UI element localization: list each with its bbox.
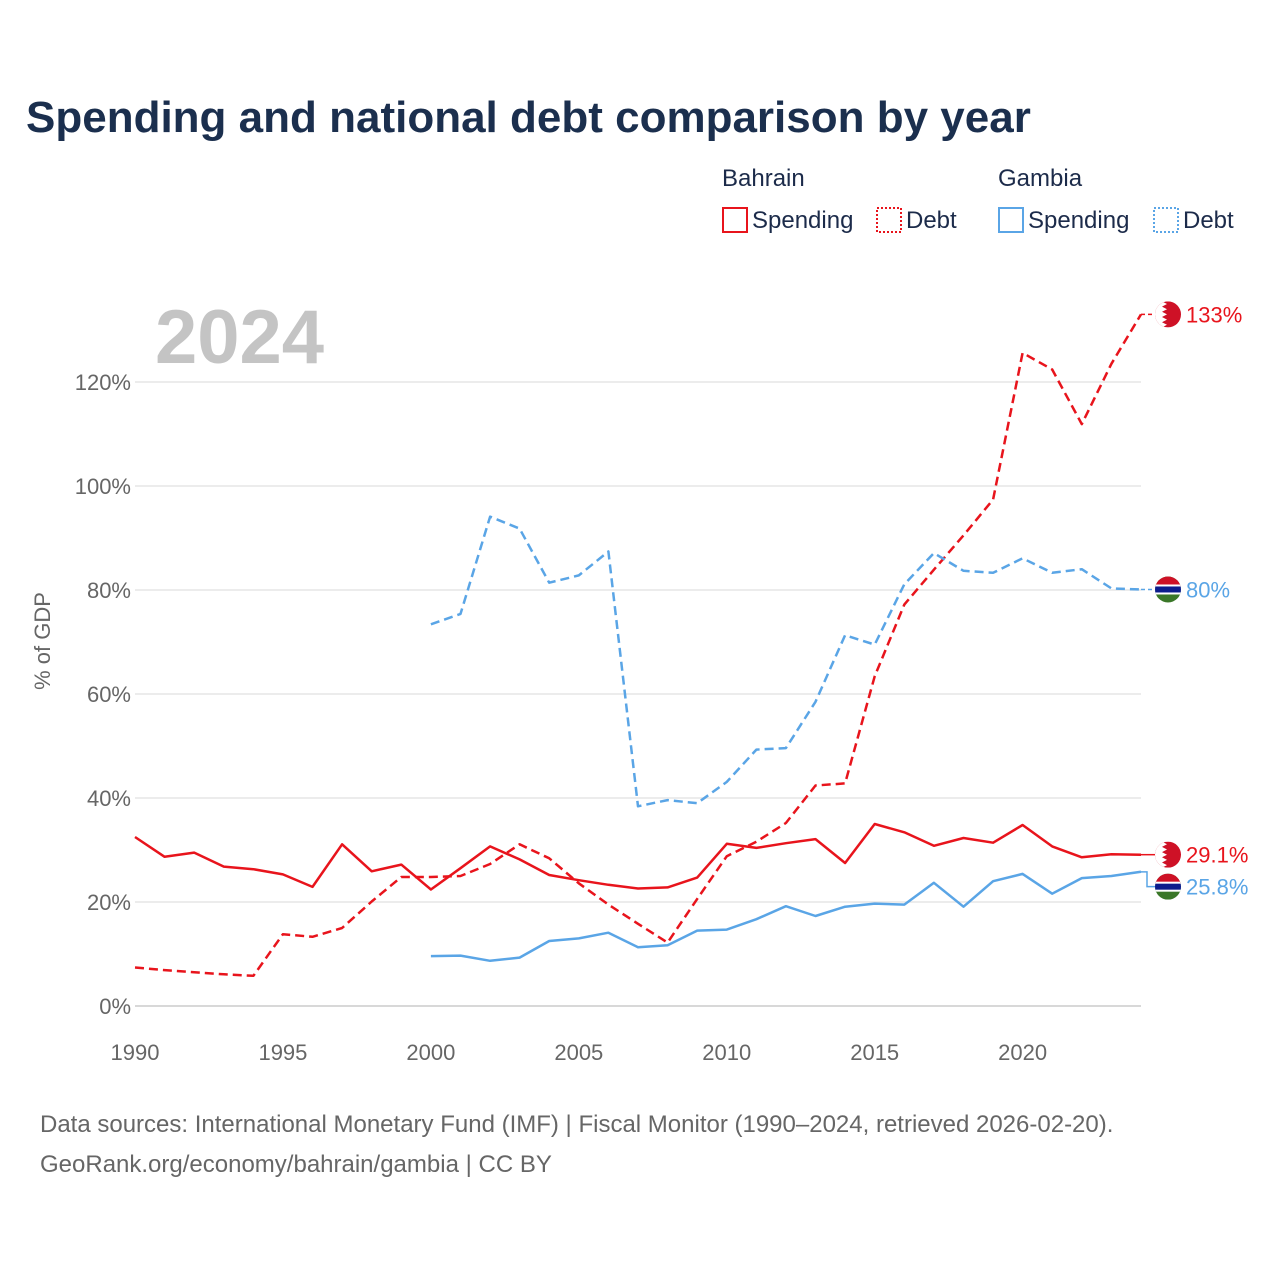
year-watermark: 2024 — [155, 295, 324, 380]
legend-label-gambia-spending: Spending — [1028, 207, 1129, 234]
y-tick-label: 120% — [75, 370, 131, 395]
legend-group-bahrain: Bahrain — [722, 165, 805, 192]
series-line-bahrain-spending — [134, 822, 1142, 891]
end-value-label: 133% — [1186, 302, 1242, 327]
y-tick-label: 80% — [87, 578, 131, 603]
gambia-flag-icon — [1155, 873, 1181, 900]
series-line-gambia-spending — [430, 870, 1142, 963]
legend-group-gambia: Gambia — [998, 165, 1083, 192]
bahrain-flag-icon — [1155, 301, 1181, 328]
legend-label-bahrain-spending: Spending — [752, 207, 853, 234]
x-tick-label: 1995 — [258, 1040, 307, 1065]
gridlines — [135, 381, 1141, 1007]
x-ticks: 1990 1995 2000 2005 2010 2015 2020 — [111, 1040, 1048, 1065]
legend-label-gambia-debt: Debt — [1183, 207, 1234, 234]
gambia-flag-icon — [1155, 576, 1181, 603]
series-lines — [134, 313, 1143, 978]
y-tick-label: 40% — [87, 786, 131, 811]
legend-label-bahrain-debt: Debt — [906, 207, 957, 234]
chart-title: Spending and national debt comparison by… — [26, 93, 1031, 142]
y-tick-label: 60% — [87, 682, 131, 707]
y-tick-label: 0% — [99, 994, 131, 1019]
x-tick-label: 1990 — [111, 1040, 160, 1065]
end-value-label: 29.1% — [1186, 843, 1248, 868]
end-value-label: 25.8% — [1186, 875, 1248, 900]
y-tick-label: 20% — [87, 890, 131, 915]
y-axis-label: % of GDP — [30, 592, 55, 690]
x-tick-label: 2000 — [406, 1040, 455, 1065]
series-line-bahrain-debt — [134, 313, 1143, 978]
end-value-label: 80% — [1186, 577, 1230, 602]
x-tick-label: 2020 — [998, 1040, 1047, 1065]
legend-swatch-bahrain-debt — [876, 207, 902, 233]
end-connector — [1141, 871, 1155, 888]
bahrain-flag-icon — [1155, 841, 1181, 868]
footer-credit: GeoRank.org/economy/bahrain/gambia | CC … — [40, 1151, 552, 1178]
legend-swatch-gambia-spending — [998, 207, 1024, 233]
y-tick-label: 100% — [75, 474, 131, 499]
footer-sources: Data sources: International Monetary Fun… — [40, 1111, 1113, 1138]
series-line-gambia-debt — [430, 515, 1142, 808]
x-tick-label: 2015 — [850, 1040, 899, 1065]
legend: Bahrain Spending Debt Gambia Spending De… — [722, 165, 1234, 234]
y-ticks: 0% 20% 40% 60% 80% 100% 120% — [75, 370, 131, 1019]
end-markers: 133% 80% 29.1% 25.8% — [1141, 301, 1248, 900]
legend-swatch-gambia-debt — [1153, 207, 1179, 233]
x-tick-label: 2005 — [554, 1040, 603, 1065]
legend-swatch-bahrain-spending — [722, 207, 748, 233]
x-tick-label: 2010 — [702, 1040, 751, 1065]
